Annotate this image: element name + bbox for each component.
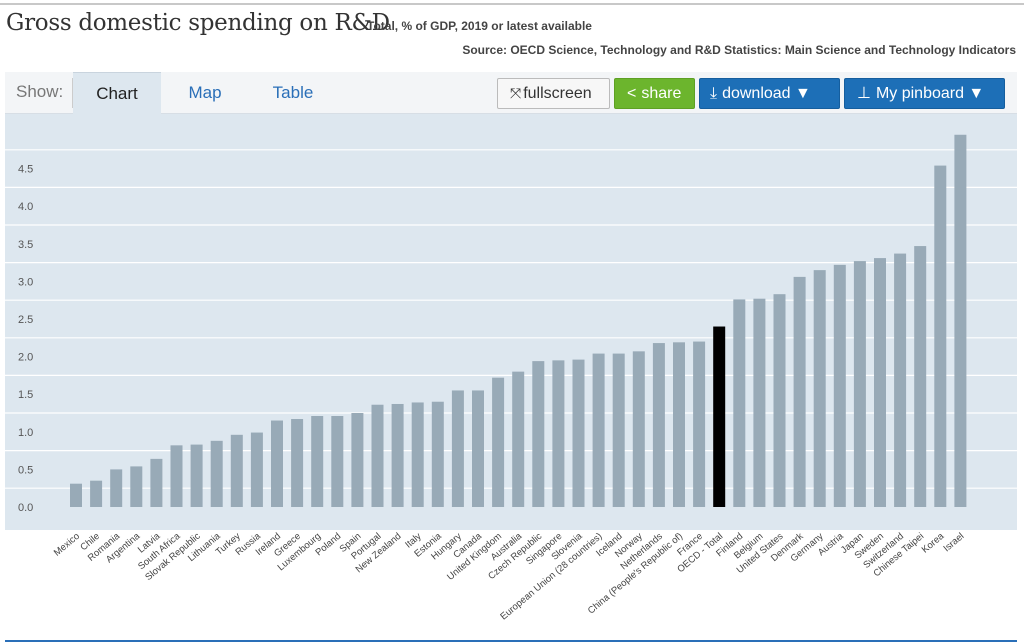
bar [150, 458, 163, 507]
x-tick-label: Israel [941, 531, 966, 554]
bar [331, 416, 344, 507]
y-tick-label: 4.0 [18, 201, 33, 213]
tab-map[interactable]: Map [188, 83, 222, 102]
bar [391, 403, 404, 507]
bar [673, 342, 685, 507]
bar [451, 390, 464, 507]
bar [170, 445, 183, 507]
bar [693, 341, 706, 507]
bar [552, 360, 565, 507]
top-divider [0, 3, 1024, 5]
tab-chart[interactable]: Chart [73, 72, 161, 114]
y-tick-label: 0.5 [18, 464, 33, 476]
pin-icon: ⊥ [857, 85, 871, 102]
share-icon: < [627, 85, 637, 102]
y-tick-label: 2.5 [18, 314, 33, 326]
bar [472, 390, 484, 507]
bar [934, 165, 947, 508]
bar [271, 420, 283, 507]
bar [250, 432, 263, 507]
show-label: Show: [16, 82, 64, 101]
bar [914, 246, 927, 507]
page-title: Gross domestic spending on R&D [6, 10, 390, 36]
show-divider [72, 78, 73, 108]
bar [853, 261, 866, 507]
download-label: download ▼ [722, 85, 811, 102]
bar [532, 361, 545, 507]
page-subtitle: Total, % of GDP, 2019 or latest availabl… [367, 19, 592, 33]
y-tick-label: 2.0 [18, 352, 33, 364]
bar [612, 353, 625, 507]
bar [110, 469, 123, 507]
download-button[interactable]: ⤓ download ▼ [699, 78, 840, 109]
bar [411, 402, 424, 507]
y-tick-label: 3.5 [18, 239, 33, 251]
bar [632, 351, 645, 507]
bar [833, 264, 846, 507]
source-note: Source: OECD Science, Technology and R&D… [462, 43, 1016, 57]
bar [874, 258, 886, 507]
bar [773, 294, 786, 507]
y-tick-label: 1.5 [18, 389, 33, 401]
tab-table[interactable]: Table [272, 83, 314, 102]
y-tick-label: 1.0 [18, 427, 33, 439]
bar [351, 413, 364, 507]
bar [954, 134, 967, 507]
bar [733, 299, 746, 507]
download-icon: ⤓ [710, 85, 718, 102]
bar [210, 440, 223, 507]
bar [813, 270, 826, 507]
bar [592, 353, 605, 507]
bar [652, 343, 665, 507]
bar [291, 419, 304, 507]
bar [713, 326, 726, 507]
expand-icon: ⤧ [510, 85, 522, 101]
pinboard-label: My pinboard ▼ [875, 85, 985, 102]
bar [492, 377, 505, 507]
pinboard-button[interactable]: ⊥ My pinboard ▼ [844, 78, 1005, 109]
y-tick-label: 3.0 [18, 276, 33, 288]
bar [512, 371, 525, 507]
bar [230, 434, 243, 507]
bottom-divider [5, 640, 1017, 642]
bar [371, 404, 384, 507]
bar [190, 444, 203, 507]
bar [894, 253, 907, 507]
fullscreen-button[interactable]: ⤧ fullscreen [497, 78, 610, 109]
share-button[interactable]: < share [614, 78, 695, 109]
bar [793, 276, 806, 507]
y-tick-label: 4.5 [18, 164, 33, 176]
fullscreen-label: fullscreen [523, 85, 592, 102]
bar [753, 298, 766, 507]
bar [130, 466, 143, 507]
bar [431, 401, 444, 507]
bar [70, 483, 82, 507]
bar [572, 359, 585, 507]
bar [90, 480, 103, 507]
y-tick-label: 0.0 [18, 502, 33, 514]
x-tick-label: Korea [920, 530, 947, 555]
share-label: share [641, 85, 682, 102]
toolbar: Show: Chart Map Table ⤧ fullscreen < share… [5, 72, 1017, 114]
bar [311, 416, 324, 507]
